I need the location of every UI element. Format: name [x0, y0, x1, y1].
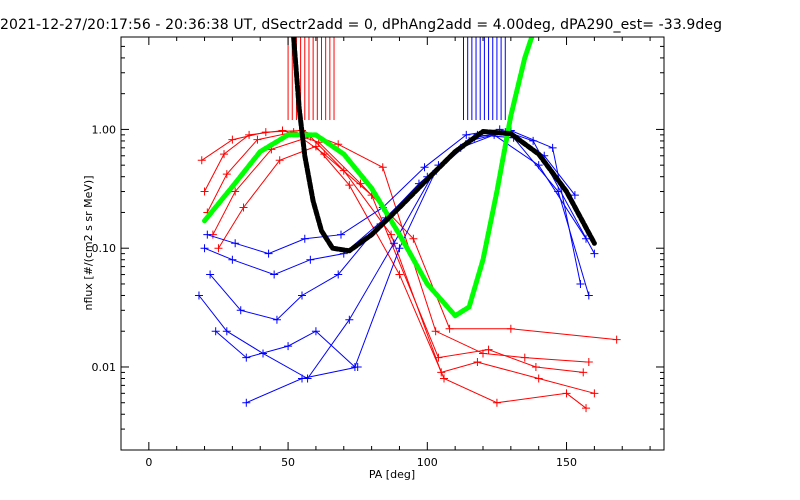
x-tick-label: 100 [417, 456, 438, 469]
red-data-point [197, 156, 206, 165]
blue-data-point [242, 398, 251, 407]
green-model-curve [202, 37, 535, 319]
red-data-point [506, 324, 515, 333]
blue-data-point [194, 291, 203, 300]
red-data-point [582, 404, 591, 413]
blue-data-point [311, 327, 320, 336]
y-axis-label: nflux [#/(cm2 s sr MeV)] [82, 176, 95, 311]
chart-title: 2021-12-27/20:17:56 - 20:36:38 UT, dSect… [0, 17, 723, 33]
blue-data-point [211, 327, 220, 336]
blue-data-point [270, 270, 279, 279]
red-data-point [431, 327, 440, 336]
blue-data-point [395, 244, 404, 253]
red-data-point [278, 126, 287, 135]
blue-data-point [529, 136, 538, 145]
blue-data-point [203, 230, 212, 239]
red-data-point [584, 358, 593, 367]
red-data-point [531, 362, 540, 371]
red-series-line-1 [206, 131, 584, 373]
red-data-point [200, 187, 209, 196]
red-data-point [253, 135, 262, 144]
red-data-point [214, 244, 223, 253]
blue-data-point [300, 234, 309, 243]
red-data-point [484, 345, 493, 354]
blue-series-line-9 [215, 134, 590, 368]
red-data-point [409, 234, 418, 243]
blue-data-point [272, 315, 281, 324]
x-tick-label: 50 [281, 456, 295, 469]
red-data-point [356, 179, 365, 188]
red-data-point [220, 150, 229, 159]
red-data-point [378, 163, 387, 172]
blue-data-point [576, 279, 585, 288]
red-series-line-2 [212, 136, 595, 394]
red-data-point [231, 187, 240, 196]
blue-data-point [236, 306, 245, 315]
red-data-point [534, 374, 543, 383]
blue-data-point [584, 291, 593, 300]
red-data-point [275, 156, 284, 165]
blue-data-point [548, 143, 557, 152]
blue-series-line-6 [209, 134, 587, 321]
blue-data-point [420, 163, 429, 172]
red-data-point [387, 230, 396, 239]
blue-data-point [222, 327, 231, 336]
blue-data-point [264, 249, 273, 258]
plot-frame [120, 36, 665, 451]
x-tick-label: 0 [145, 456, 152, 469]
red-data-point [492, 398, 501, 407]
red-data-point [345, 181, 354, 190]
red-data-point [311, 142, 320, 151]
blue-data-point [200, 244, 209, 253]
blue-data-point [345, 315, 354, 324]
red-data-point [245, 130, 254, 139]
red-data-point [445, 324, 454, 333]
blue-data-point [306, 255, 315, 264]
y-tick-label: 0.10 [92, 242, 117, 255]
blue-data-point [389, 239, 398, 248]
red-data-point [520, 353, 529, 362]
red-data-point [473, 358, 482, 367]
blue-data-point [298, 374, 306, 383]
red-data-point [222, 170, 231, 179]
red-data-point [562, 389, 571, 398]
blue-data-point [242, 353, 251, 362]
red-data-point [239, 203, 248, 212]
x-axis-label: PA [deg] [369, 468, 415, 481]
blue-data-point [206, 270, 215, 279]
blue-data-point [336, 230, 345, 239]
red-data-point [339, 166, 348, 175]
x-tick-label: 150 [556, 456, 577, 469]
red-data-point [590, 389, 599, 398]
red-data-point [228, 135, 237, 144]
red-series-line-3 [218, 145, 587, 409]
black-model-curve [291, 37, 597, 254]
blue-data-point [284, 342, 293, 351]
blue-data-point [570, 191, 579, 200]
blue-data-point [228, 255, 237, 264]
blue-data-point [353, 362, 362, 371]
blue-data-point [231, 239, 240, 248]
red-data-point [334, 140, 343, 149]
red-data-point [579, 368, 588, 377]
blue-data-point [298, 291, 306, 300]
red-data-point [440, 374, 449, 383]
red-data-point [395, 270, 404, 279]
red-data-point [612, 335, 621, 344]
y-tick-label: 1.00 [92, 123, 117, 136]
blue-data-point [334, 270, 343, 279]
blue-data-point [462, 130, 471, 139]
blue-series-line-10 [246, 366, 358, 404]
blue-data-point [590, 249, 599, 258]
y-tick-label: 0.01 [92, 361, 117, 374]
blue-data-point [554, 187, 563, 196]
red-series-line-4 [204, 129, 617, 341]
